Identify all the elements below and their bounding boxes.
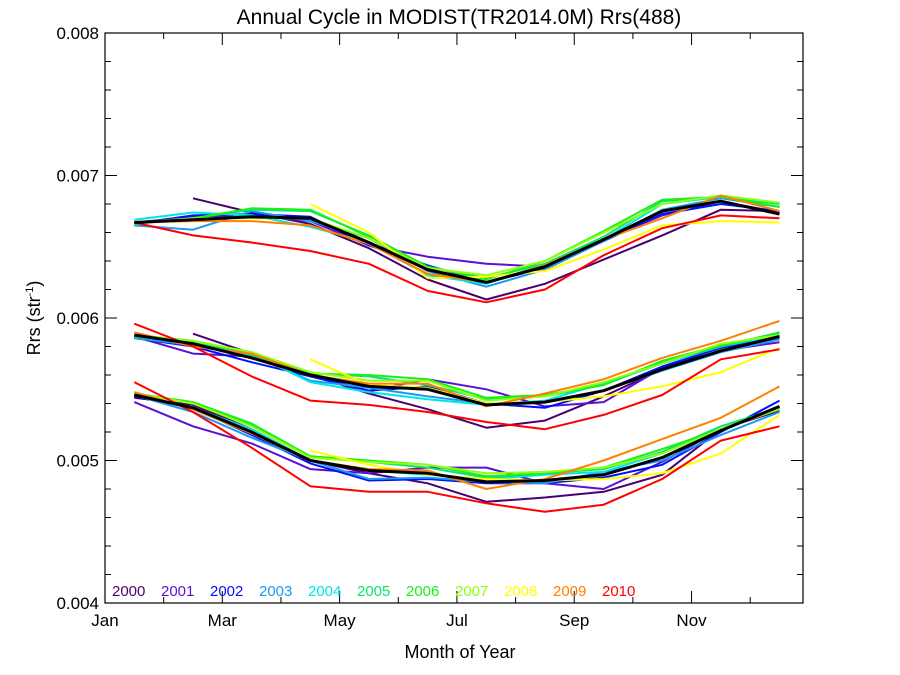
mean-line [134, 333, 780, 407]
series-line-2009 [134, 194, 780, 284]
legend-entry-2002: 2002 [210, 583, 243, 600]
legend-entry-2007: 2007 [455, 583, 488, 600]
line-group-1 [134, 194, 780, 304]
y-axis-label-main: Rrs (str [24, 296, 44, 355]
y-tick-label: 0.004 [56, 594, 99, 613]
x-tick-label: Mar [208, 611, 238, 630]
legend-entry-2005: 2005 [357, 583, 390, 600]
series-line-2007 [134, 334, 780, 402]
legend-entry-2001: 2001 [161, 583, 194, 600]
legend-entry-2009: 2009 [553, 583, 586, 600]
x-tick-label: Nov [676, 611, 707, 630]
x-tick-label: May [324, 611, 357, 630]
legend: 2000 2001 2002 2003 2004 2005 2006 2007 2008 2009… [112, 583, 635, 600]
line-group-3 [133, 381, 781, 513]
mean-line [134, 199, 780, 284]
legend-entry-2003: 2003 [259, 583, 292, 600]
legend-entry-2010: 2010 [602, 583, 635, 600]
y-tick-label: 0.007 [56, 167, 99, 186]
legend-entry-2004: 2004 [308, 583, 341, 600]
series-line-2010 [133, 322, 780, 431]
mean-line [133, 393, 781, 484]
x-axis-label: Month of Year [404, 642, 515, 662]
series-line-2010 [134, 214, 780, 304]
series-line-2005 [134, 392, 780, 479]
series-line-2006 [134, 392, 780, 478]
y-axis-label-close: ) [24, 281, 44, 287]
line-group-2 [133, 319, 780, 431]
legend-entry-2008: 2008 [504, 583, 537, 600]
x-tick-label: Jan [91, 611, 118, 630]
series-line-2000 [192, 332, 780, 429]
series-line-2006 [134, 195, 780, 281]
series-line-2009 [134, 319, 780, 408]
y-tick-label: 0.005 [56, 452, 99, 471]
series-line-2010 [133, 381, 780, 513]
y-axis: 0.004 0.005 0.006 0.007 0.008 [56, 24, 803, 613]
y-tick-label: 0.008 [56, 24, 99, 43]
y-axis-label: Rrs (str-1) [24, 281, 44, 356]
legend-entry-2006: 2006 [406, 583, 439, 600]
y-tick-label: 0.006 [56, 309, 99, 328]
plot-area [133, 194, 781, 513]
x-tick-label: Sep [559, 611, 589, 630]
plot-frame [104, 32, 804, 604]
series-line-2007 [134, 392, 780, 475]
series-line-2008 [309, 203, 780, 280]
legend-entry-2000: 2000 [112, 583, 145, 600]
y-axis-label-superscript: -1 [24, 287, 36, 297]
chart-title: Annual Cycle in MODIST(TR2014.0M) Rrs(48… [237, 6, 682, 29]
x-axis: Jan Mar May Jul Sep Nov [91, 33, 751, 630]
x-tick-label: Jul [446, 611, 468, 630]
